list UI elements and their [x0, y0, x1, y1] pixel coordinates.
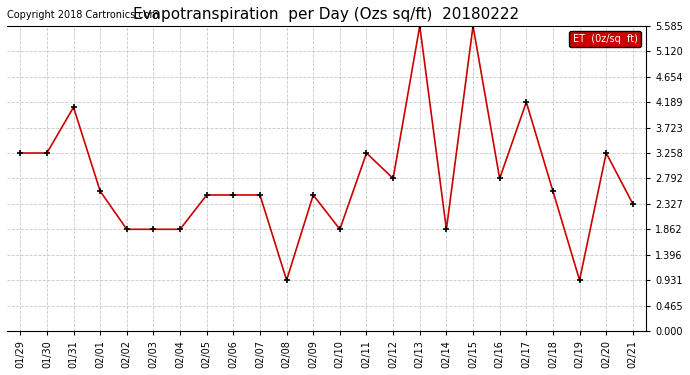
Legend: ET  (0z/sq  ft): ET (0z/sq ft) — [569, 31, 641, 46]
Text: Copyright 2018 Cartronics.com: Copyright 2018 Cartronics.com — [7, 10, 159, 20]
Title: Evapotranspiration  per Day (Ozs sq/ft)  20180222: Evapotranspiration per Day (Ozs sq/ft) 2… — [133, 7, 520, 22]
